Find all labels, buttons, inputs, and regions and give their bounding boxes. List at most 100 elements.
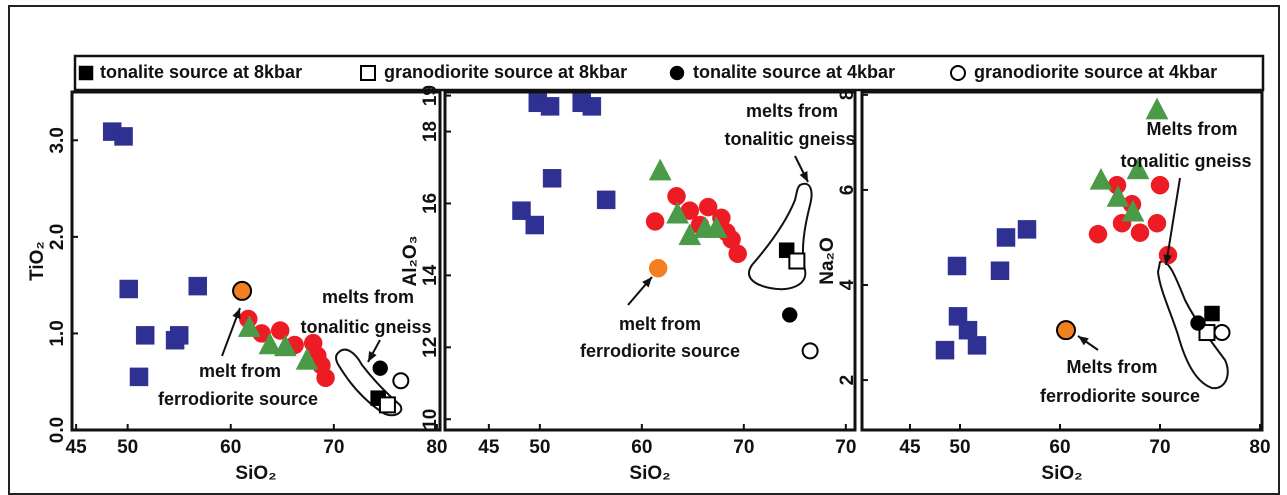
arrow-head <box>1078 336 1089 346</box>
square-marker <box>360 65 376 81</box>
annotation: Melts from <box>1146 119 1237 139</box>
circle-marker <box>667 187 686 206</box>
y-tick-label: 3.0 <box>47 127 68 153</box>
x-tick-label: 50 <box>117 437 138 458</box>
square-marker <box>525 215 545 235</box>
square-marker <box>1017 220 1037 239</box>
y-tick-label: 18 <box>420 121 441 142</box>
x-axis-title: SiO₂ <box>235 463 276 484</box>
triangle-marker <box>1089 167 1113 190</box>
x-tick-label: 45 <box>66 437 88 458</box>
circle-marker <box>781 307 798 323</box>
x-tick-label: 70 <box>1149 437 1170 458</box>
y-tick-label: 19 <box>420 85 441 106</box>
plot-frame <box>70 90 442 432</box>
melt-field-outline <box>1156 260 1229 390</box>
triangle-marker <box>1126 157 1150 180</box>
circle-marker <box>801 342 819 360</box>
legend-label: tonalite source at 8kbar <box>100 62 302 82</box>
annotation: ferrodiorite source <box>580 341 740 361</box>
triangle-marker <box>648 158 672 181</box>
circle-marker <box>1213 324 1231 342</box>
annotation: melt from <box>199 361 281 381</box>
triangle-marker <box>237 315 261 337</box>
y-tick-label: 10 <box>420 409 441 430</box>
y-tick-label: 8 <box>837 90 858 101</box>
triangle-marker <box>704 216 728 238</box>
annotation: Melts from <box>1066 357 1157 377</box>
square-marker <box>78 65 94 81</box>
square-marker <box>996 228 1016 247</box>
plot-frame <box>860 90 1264 432</box>
melt-field-outline <box>748 182 813 290</box>
annotation: melts from <box>322 287 414 307</box>
circle-marker <box>1147 213 1167 233</box>
triangle-marker <box>1121 199 1145 222</box>
triangle-marker <box>1145 97 1169 120</box>
arrow-head <box>232 308 241 319</box>
square-marker <box>947 256 967 276</box>
circle-marker <box>1056 320 1076 341</box>
circle-marker <box>232 280 253 301</box>
annotation: tonalitic gneiss <box>724 129 855 149</box>
square-marker <box>129 367 149 387</box>
y-axis-title: Na₂O <box>817 237 838 285</box>
x-tick-label: 80 <box>1249 437 1270 458</box>
circle-marker <box>648 258 668 278</box>
square-marker <box>788 252 806 270</box>
circle-marker <box>698 197 718 217</box>
melt-field-outline <box>335 348 403 417</box>
arrow-line <box>1165 177 1181 266</box>
circle-marker <box>1190 315 1206 331</box>
square-marker <box>1204 305 1220 322</box>
legend-label: tonalite source at 4kbar <box>693 62 895 82</box>
square-marker <box>542 169 562 188</box>
y-tick-label: 16 <box>420 193 441 214</box>
annotation: melt from <box>619 314 701 334</box>
y-tick-label: 2.0 <box>47 224 68 250</box>
circle-marker <box>392 372 410 390</box>
triangle-marker <box>295 347 319 370</box>
x-tick-label: 45 <box>899 437 921 458</box>
x-axis-title: SiO₂ <box>629 463 670 484</box>
triangle-marker <box>1106 184 1130 207</box>
y-tick-label: 12 <box>420 337 441 358</box>
legend-box <box>73 54 1265 92</box>
arrow-head <box>642 277 652 288</box>
circle-marker <box>1088 224 1108 244</box>
square-marker <box>582 97 602 116</box>
x-tick-label: 70 <box>733 437 754 458</box>
y-tick-label: 14 <box>420 264 441 286</box>
triangle-marker <box>273 334 297 357</box>
circle-marker <box>669 65 685 81</box>
x-tick-label: 60 <box>1049 437 1070 458</box>
arrow-head <box>799 171 808 182</box>
y-tick-label: 6 <box>837 185 858 196</box>
annotation: ferrodiorite source <box>158 389 318 409</box>
circle-marker <box>372 360 388 376</box>
x-tick-label: 80 <box>426 437 447 458</box>
x-tick-label: 70 <box>835 437 856 458</box>
y-tick-label: 2 <box>837 375 858 386</box>
circle-marker <box>270 321 290 340</box>
y-tick-label: 1.0 <box>47 320 68 346</box>
annotation: tonalitic gneiss <box>300 317 431 337</box>
arrow-head <box>1163 254 1172 265</box>
square-marker <box>119 279 138 299</box>
square-marker <box>596 190 616 210</box>
x-tick-label: 60 <box>631 437 652 458</box>
annotation: ferrodiorite source <box>1040 386 1200 406</box>
annotation: tonalitic gneiss <box>1120 151 1251 171</box>
circle-marker <box>728 244 747 264</box>
y-axis-title: Al₂O₃ <box>400 235 421 286</box>
x-tick-label: 45 <box>478 437 500 458</box>
square-marker <box>135 326 155 345</box>
circle-marker <box>950 65 966 81</box>
legend-label: granodiorite source at 4kbar <box>974 62 1217 82</box>
circle-marker <box>1130 223 1150 242</box>
circle-marker <box>645 212 665 231</box>
y-tick-label: 4 <box>837 279 858 290</box>
x-tick-label: 50 <box>949 437 970 458</box>
